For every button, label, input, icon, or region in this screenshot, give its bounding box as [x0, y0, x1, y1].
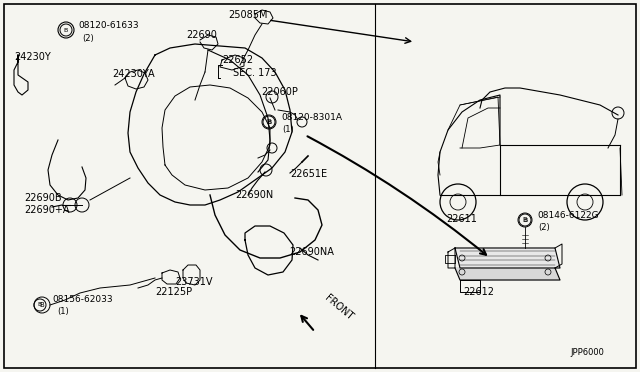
Text: (1): (1) [282, 125, 294, 134]
Text: B: B [40, 302, 44, 308]
Text: 22651E: 22651E [290, 169, 327, 179]
Text: 22125P: 22125P [155, 287, 192, 297]
Text: B: B [267, 119, 271, 125]
Text: 22690N: 22690N [235, 190, 273, 200]
Text: 22060P: 22060P [261, 87, 298, 97]
Text: 08146-6122G: 08146-6122G [537, 211, 598, 220]
Text: B: B [267, 119, 271, 125]
Text: 22690B: 22690B [24, 193, 61, 203]
Polygon shape [455, 268, 560, 280]
Text: (1): (1) [57, 307, 68, 316]
Text: 08156-62033: 08156-62033 [52, 295, 113, 304]
Text: 08120-8301A: 08120-8301A [281, 113, 342, 122]
Text: 22611: 22611 [446, 214, 477, 224]
Polygon shape [455, 248, 560, 268]
Text: B: B [523, 218, 527, 222]
Text: B: B [38, 302, 42, 308]
Text: 22612: 22612 [463, 287, 494, 297]
Text: 24230Y: 24230Y [14, 52, 51, 62]
Text: 08120-61633: 08120-61633 [78, 21, 139, 30]
Text: (2): (2) [538, 223, 550, 232]
Text: 22690NA: 22690NA [289, 247, 334, 257]
Text: SEC. 173: SEC. 173 [233, 68, 276, 78]
Text: 23731V: 23731V [175, 277, 212, 287]
Text: 24230YA: 24230YA [112, 69, 155, 79]
Text: FRONT: FRONT [323, 293, 355, 322]
Text: 25085M: 25085M [228, 10, 268, 20]
Text: 22652: 22652 [222, 55, 253, 65]
Text: 22690: 22690 [186, 30, 217, 40]
Text: JPP6000: JPP6000 [570, 348, 604, 357]
Text: 22690+A: 22690+A [24, 205, 70, 215]
Text: B: B [64, 28, 68, 32]
Text: (2): (2) [82, 34, 93, 43]
Text: B: B [523, 217, 527, 223]
